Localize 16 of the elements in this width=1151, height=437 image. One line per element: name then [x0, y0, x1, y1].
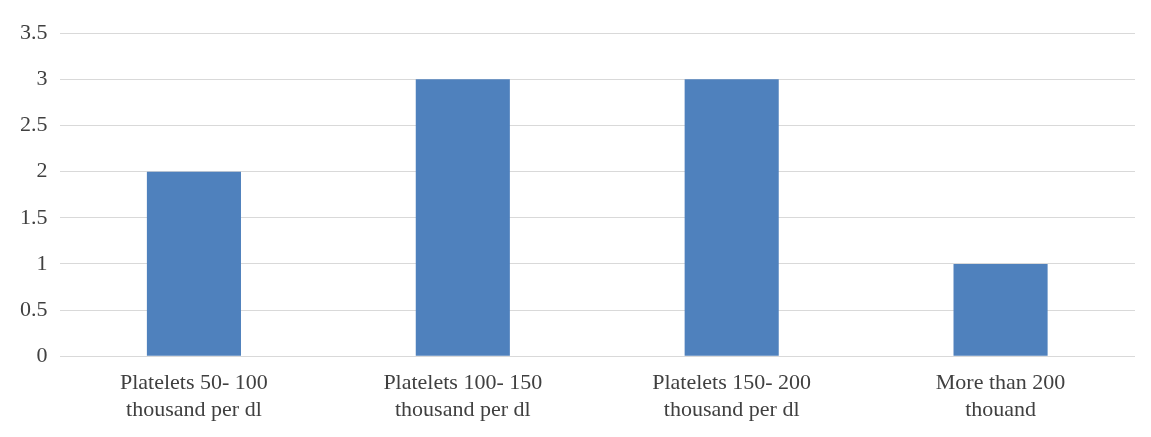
y-tick-label: 0	[36, 341, 48, 367]
y-tick-label: 3.5	[20, 18, 48, 44]
y-tick-label: 1.5	[20, 203, 48, 229]
bar	[415, 79, 510, 356]
y-tick-label: 1	[36, 249, 48, 275]
x-tick-label: Platelets 50- 100 thousand per dl	[120, 369, 268, 421]
bar	[684, 79, 779, 356]
y-tick-label: 0.5	[20, 295, 48, 321]
y-tick-label: 3	[36, 65, 48, 91]
y-tick-label: 2.5	[20, 111, 48, 137]
y-tick-label: 2	[36, 157, 48, 183]
x-tick-label: More than 200 thouand	[935, 369, 1066, 421]
bar	[953, 263, 1048, 356]
bar	[146, 171, 241, 356]
x-tick-label: Platelets 100- 150 thousand per dl	[383, 369, 543, 421]
x-tick-label: Platelets 150- 200 thousand per dl	[652, 369, 812, 421]
